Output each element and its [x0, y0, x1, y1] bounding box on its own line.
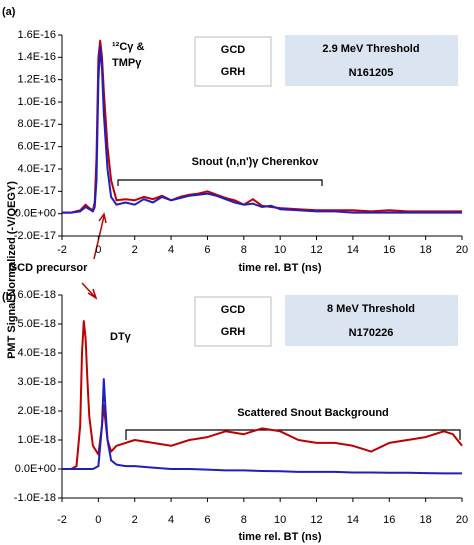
annotation: Snout (n,n')γ Cherenkov	[192, 156, 320, 168]
x-tick-label: 14	[347, 244, 359, 256]
x-tick-label: 16	[383, 244, 395, 256]
y-tick-label: 1.0E-18	[17, 434, 56, 446]
y-tick-label: 1.0E-16	[17, 96, 56, 108]
line	[62, 378, 462, 475]
y-tick-label: 4.0E-18	[17, 347, 56, 359]
y-tick-label: 2.0E-17	[17, 185, 56, 197]
threshold: 8 MeV Threshold	[327, 303, 415, 315]
y-tick-label: 8.0E-17	[17, 118, 56, 130]
x-axis-label: time rel. BT (ns)	[238, 262, 321, 274]
arrow	[93, 212, 107, 260]
y-tick-label: 5.0E-18	[17, 318, 56, 330]
x-tick-label: 18	[420, 514, 432, 526]
y-axis-label: PMT Signal Normalized (-V/QEGY)	[6, 181, 18, 359]
info-box	[285, 35, 458, 86]
x-tick-label: 0	[95, 244, 101, 256]
y-tick-label: 6.0E-17	[17, 141, 56, 153]
x-tick-label: 2	[132, 244, 138, 256]
x-tick-label: 20	[456, 514, 468, 526]
legend-box	[194, 36, 272, 87]
y-tick-label: -1.0E-18	[14, 492, 56, 504]
line	[62, 320, 463, 470]
y-tick-label: 1.6E-16	[17, 29, 56, 41]
annotation: DTγ	[110, 331, 132, 343]
y-tick-label: 0.0E+00	[15, 463, 56, 475]
bracket	[117, 179, 323, 186]
legend-label: GCD	[221, 304, 246, 316]
y-tick-label: 1.4E-16	[17, 51, 56, 63]
x-tick-label: 4	[168, 244, 174, 256]
shot-number: N161205	[349, 67, 394, 79]
info-box	[285, 295, 458, 346]
y-tick-label: 2.0E-18	[17, 405, 56, 417]
x-tick-label: 14	[347, 514, 359, 526]
x-axis-label: time rel. BT (ns)	[238, 531, 321, 543]
x-tick-label: -2	[57, 244, 67, 256]
x-tick-label: 18	[420, 244, 432, 256]
x-tick-label: 12	[310, 244, 322, 256]
line	[62, 45, 462, 214]
x-tick-label: 20	[456, 244, 468, 256]
legend-label: GCD	[221, 44, 246, 56]
x-tick-label: 6	[204, 514, 210, 526]
x-tick-label: 4	[168, 514, 174, 526]
annotation: Scattered Snout Background	[237, 407, 389, 419]
shot-number: N170226	[349, 327, 394, 339]
panel-label: (a)	[2, 6, 16, 18]
x-tick-label: 12	[310, 514, 322, 526]
x-tick-label: 10	[274, 244, 286, 256]
threshold: 2.9 MeV Threshold	[322, 43, 419, 55]
annotation: GCD precursor	[9, 262, 89, 274]
y-tick-label: -2.0E-17	[14, 230, 56, 242]
legend-box	[194, 296, 272, 347]
y-tick-label: 3.0E-18	[17, 376, 56, 388]
x-tick-label: 6	[204, 244, 210, 256]
x-tick-label: 0	[95, 514, 101, 526]
bracket	[125, 429, 461, 440]
x-tick-label: 8	[241, 244, 247, 256]
annotation: ¹²Cγ &	[112, 41, 144, 53]
x-tick-label: -2	[57, 514, 67, 526]
annotation: TMPγ	[112, 57, 142, 69]
arrow	[81, 282, 98, 300]
y-tick-label: 6.0E-18	[17, 289, 56, 301]
x-tick-label: 16	[383, 514, 395, 526]
legend-label: GRH	[221, 326, 246, 338]
y-tick-label: 1.2E-16	[17, 74, 56, 86]
y-tick-label: 4.0E-17	[17, 163, 56, 175]
x-tick-label: 2	[132, 514, 138, 526]
y-tick-label: 0.0E+00	[15, 208, 56, 220]
legend-label: GRH	[221, 66, 246, 78]
x-tick-label: 10	[274, 514, 286, 526]
panel-label: (b)	[2, 291, 16, 303]
x-tick-label: 8	[241, 514, 247, 526]
